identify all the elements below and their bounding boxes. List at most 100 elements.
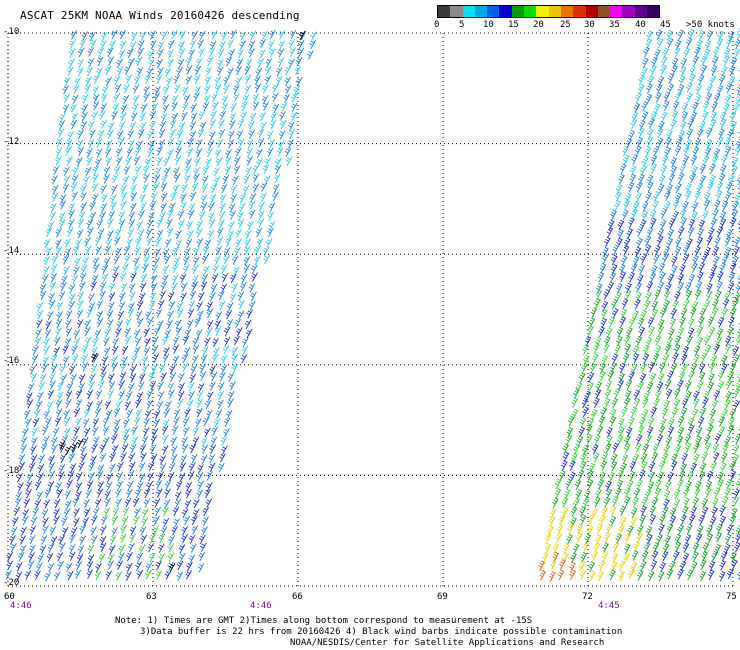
wind-barb bbox=[692, 146, 700, 158]
wind-barb bbox=[88, 293, 95, 303]
wind-barb bbox=[218, 300, 226, 311]
wind-barb bbox=[662, 353, 670, 365]
wind-barb bbox=[615, 533, 622, 545]
wind-barb bbox=[607, 281, 615, 293]
wind-barb bbox=[84, 326, 91, 337]
wind-barb bbox=[135, 408, 142, 419]
wind-barb bbox=[147, 50, 154, 60]
wind-barb bbox=[30, 372, 38, 383]
wind-barb bbox=[269, 119, 277, 130]
wind-barb bbox=[272, 103, 280, 114]
wind-barb bbox=[125, 155, 132, 166]
wind-barb bbox=[181, 443, 189, 454]
wind-barb bbox=[695, 280, 703, 292]
wind-barb bbox=[105, 481, 113, 492]
wind-barb bbox=[207, 140, 215, 150]
wind-barb bbox=[73, 517, 80, 527]
wind-barb bbox=[719, 505, 726, 517]
wind-barb bbox=[688, 218, 696, 230]
wind-barb bbox=[612, 244, 619, 256]
wind-barb bbox=[593, 434, 601, 445]
wind-barb bbox=[190, 112, 198, 123]
wind-barb bbox=[608, 316, 615, 328]
wind-barb bbox=[616, 282, 623, 294]
wind-barb bbox=[679, 316, 686, 328]
wind-barb bbox=[92, 418, 100, 428]
wind-barb bbox=[61, 516, 68, 527]
wind-barb bbox=[730, 120, 738, 132]
wind-barb bbox=[547, 525, 554, 537]
wind-barb bbox=[184, 247, 191, 257]
wind-barb bbox=[119, 371, 127, 382]
wind-barb bbox=[223, 417, 231, 428]
wind-barb bbox=[724, 487, 731, 498]
wind-barb bbox=[591, 550, 599, 562]
wind-barb bbox=[685, 289, 693, 301]
wind-barb bbox=[46, 552, 54, 563]
wind-barb bbox=[104, 497, 111, 508]
wind-barb bbox=[706, 30, 714, 41]
wind-barb bbox=[698, 219, 706, 231]
wind-barb bbox=[617, 417, 625, 429]
wind-barb bbox=[273, 173, 281, 184]
wind-barb bbox=[204, 75, 212, 86]
wind-barb bbox=[180, 282, 188, 292]
wind-barb bbox=[664, 190, 671, 202]
wind-barb bbox=[209, 40, 217, 51]
wind-barb bbox=[599, 263, 607, 274]
wind-barb bbox=[75, 482, 83, 492]
wind-barb bbox=[188, 48, 196, 59]
wind-barb bbox=[96, 488, 104, 498]
wind-barb bbox=[225, 409, 233, 420]
wind-barb bbox=[269, 29, 276, 40]
wind-barb bbox=[243, 263, 251, 274]
wind-barb bbox=[641, 66, 648, 78]
wind-barb bbox=[128, 57, 135, 68]
wind-barb bbox=[188, 534, 196, 545]
wind-barb bbox=[637, 274, 644, 285]
wind-barb bbox=[75, 471, 83, 482]
wind-barb bbox=[621, 453, 629, 465]
wind-barb bbox=[209, 193, 217, 204]
wind-barb bbox=[690, 462, 697, 474]
wind-barb bbox=[235, 228, 242, 239]
wind-barb bbox=[121, 443, 129, 454]
wind-barb bbox=[204, 488, 211, 499]
wind-barb bbox=[22, 508, 29, 519]
wind-barb bbox=[111, 515, 118, 526]
wind-barb bbox=[664, 146, 671, 158]
wind-barb bbox=[139, 373, 146, 383]
wind-barb bbox=[214, 76, 222, 86]
wind-barb bbox=[177, 390, 185, 401]
wind-barb bbox=[644, 489, 652, 500]
wind-barb bbox=[610, 362, 617, 373]
wind-barb bbox=[92, 257, 100, 267]
wind-barb bbox=[624, 442, 631, 454]
wind-barb bbox=[130, 272, 137, 282]
wind-barb bbox=[663, 444, 671, 456]
wind-barb bbox=[677, 326, 685, 338]
wind-barb bbox=[41, 363, 49, 373]
wind-barb bbox=[81, 31, 89, 41]
wind-barb bbox=[142, 165, 150, 176]
wind-barb bbox=[140, 534, 148, 544]
wind-barb bbox=[219, 453, 226, 463]
wind-barb bbox=[75, 389, 83, 400]
wind-barb bbox=[603, 397, 611, 409]
wind-barb bbox=[39, 283, 47, 294]
wind-barb bbox=[658, 425, 666, 436]
wind-barb bbox=[617, 219, 625, 231]
wind-barb bbox=[198, 210, 206, 221]
wind-barb bbox=[706, 235, 713, 246]
wind-barb bbox=[234, 318, 241, 329]
wind-barb bbox=[719, 560, 726, 571]
wind-barb bbox=[149, 30, 156, 40]
wind-barb bbox=[587, 514, 595, 526]
wind-barb bbox=[103, 337, 110, 347]
wind-barb bbox=[722, 55, 730, 67]
wind-barb bbox=[120, 524, 127, 535]
wind-barb bbox=[573, 444, 580, 455]
wind-barb bbox=[138, 461, 146, 472]
wind-barb bbox=[633, 397, 641, 409]
wind-barb bbox=[733, 488, 740, 500]
